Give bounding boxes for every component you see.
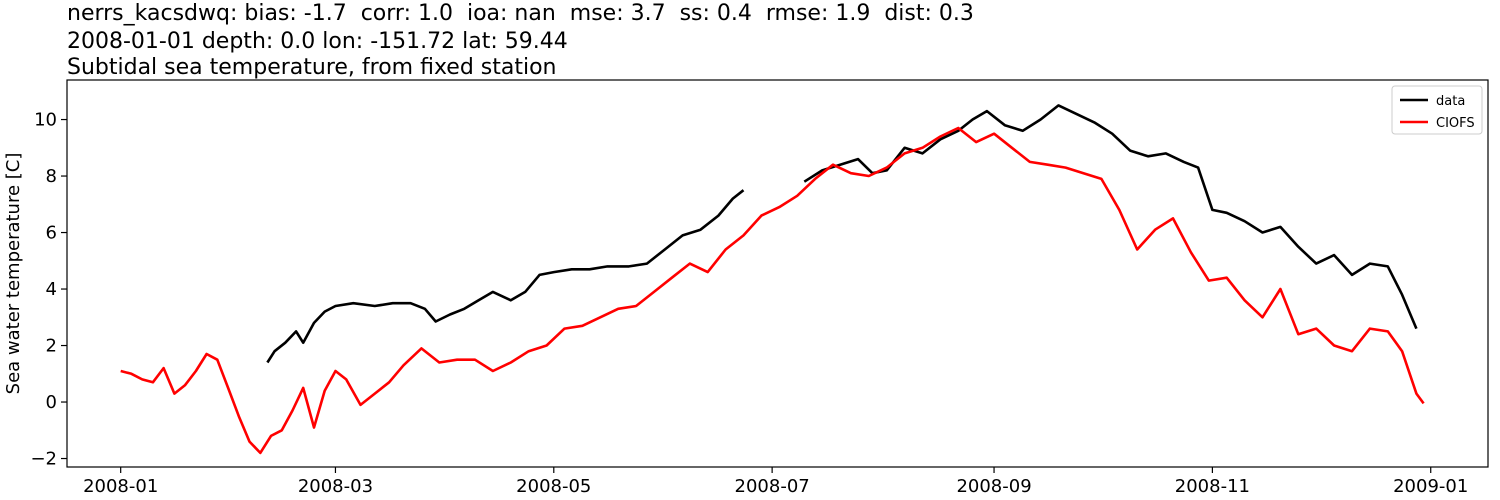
x-tick-label: 2008-09 xyxy=(956,476,1031,497)
x-tick-label: 2008-03 xyxy=(298,476,373,497)
plot-frame xyxy=(66,79,1489,468)
y-tick-label: −2 xyxy=(30,449,57,470)
chart-title-line-1: nerrs_kacsdwq: bias: -1.7 corr: 1.0 ioa:… xyxy=(67,1,974,26)
chart-title-line-2: 2008-01-01 depth: 0.0 lon: -151.72 lat: … xyxy=(67,29,568,54)
y-tick-label: 0 xyxy=(46,392,57,413)
y-axis-label: Sea water temperature [C] xyxy=(3,153,24,395)
series-line-data-segment-2 xyxy=(803,104,1418,330)
x-axis: 2008-01 2008-03 2008-05 2008-07 2008-09 2008-… xyxy=(83,467,1468,497)
y-tick-label: 10 xyxy=(34,110,57,131)
x-tick-label: 2008-11 xyxy=(1175,476,1250,497)
x-tick-label: 2008-05 xyxy=(516,476,591,497)
legend: data CIOFS xyxy=(1391,85,1483,135)
series-line-ciofs-segment-1 xyxy=(120,126,1425,455)
y-tick-label: 2 xyxy=(46,336,57,357)
series-layer xyxy=(120,104,1425,455)
series-line-data-segment-1 xyxy=(266,189,745,364)
chart-title-line-3: Subtidal sea temperature, from fixed sta… xyxy=(67,55,557,80)
x-tick-label: 2008-07 xyxy=(735,476,810,497)
y-tick-label: 8 xyxy=(46,166,57,187)
y-axis: −2 0 2 4 6 8 10 xyxy=(30,110,67,470)
y-tick-label: 4 xyxy=(46,279,57,300)
legend-label-ciofs: CIOFS xyxy=(1436,116,1475,131)
y-tick-label: 6 xyxy=(46,223,57,244)
legend-label-data: data xyxy=(1436,94,1465,109)
x-tick-label: 2008-01 xyxy=(83,476,158,497)
x-tick-label: 2009-01 xyxy=(1393,476,1468,497)
